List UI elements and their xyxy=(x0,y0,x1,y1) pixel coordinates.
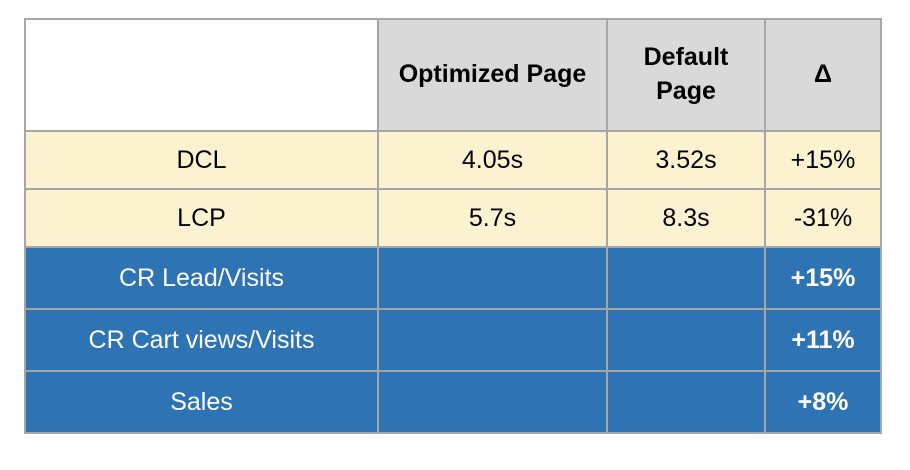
delta-value-cell: +15% xyxy=(764,246,882,310)
delta-value-cell: +15% xyxy=(764,130,882,190)
header-optimized-page: Optimized Page xyxy=(377,18,608,132)
table-row-dcl: DCL 4.05s 3.52s +15% xyxy=(24,130,882,190)
metrics-comparison-table: Optimized Page Default Page Δ DCL 4.05s … xyxy=(24,18,882,434)
optimized-value-cell xyxy=(377,370,608,434)
optimized-value-cell: 5.7s xyxy=(377,188,608,248)
default-value-cell xyxy=(606,308,766,372)
optimized-value-cell xyxy=(377,246,608,310)
table-row-sales: Sales +8% xyxy=(24,370,882,434)
default-value-cell: 8.3s xyxy=(606,188,766,248)
optimized-value-cell: 4.05s xyxy=(377,130,608,190)
row-label-cell: CR Cart views/Visits xyxy=(24,308,379,372)
row-label-cell: DCL xyxy=(24,130,379,190)
default-value-cell xyxy=(606,370,766,434)
table-row-cr-lead-visits: CR Lead/Visits +15% xyxy=(24,246,882,310)
optimized-value-cell xyxy=(377,308,608,372)
header-default-page: Default Page xyxy=(606,18,766,132)
row-label-cell: Sales xyxy=(24,370,379,434)
table-header-row: Optimized Page Default Page Δ xyxy=(24,18,882,132)
delta-value-cell: +8% xyxy=(764,370,882,434)
default-value-cell: 3.52s xyxy=(606,130,766,190)
row-label-cell: LCP xyxy=(24,188,379,248)
table-row-lcp: LCP 5.7s 8.3s -31% xyxy=(24,188,882,248)
delta-value-cell: +11% xyxy=(764,308,882,372)
header-delta: Δ xyxy=(764,18,882,132)
header-blank-cell xyxy=(24,18,379,132)
row-label-cell: CR Lead/Visits xyxy=(24,246,379,310)
table-row-cr-cart-views-visits: CR Cart views/Visits +11% xyxy=(24,308,882,372)
default-value-cell xyxy=(606,246,766,310)
delta-value-cell: -31% xyxy=(764,188,882,248)
